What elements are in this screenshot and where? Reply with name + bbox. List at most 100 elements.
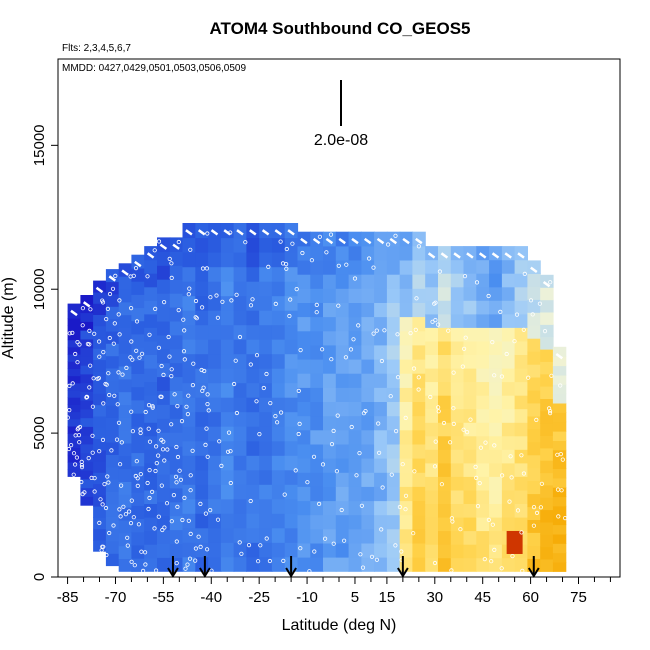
curtain-cell	[552, 346, 567, 357]
curtain-cell	[259, 295, 273, 311]
curtain-cell	[514, 313, 528, 328]
curtain-cell	[80, 303, 94, 314]
curtain-cell	[374, 429, 388, 445]
observation-point	[474, 280, 480, 285]
curtain-cell	[284, 252, 299, 268]
curtain-cell	[144, 449, 158, 464]
curtain-cell	[93, 382, 107, 394]
curtain-cell	[144, 273, 158, 288]
observation-point	[159, 437, 164, 442]
curtain-cell	[284, 368, 299, 384]
curtain-cell	[412, 500, 426, 516]
curtain-cell	[527, 441, 541, 456]
observation-point	[498, 309, 503, 314]
curtain-cell	[425, 408, 439, 423]
curtain-cell	[118, 366, 133, 380]
curtain-cell	[310, 245, 324, 261]
observation-point	[531, 504, 537, 510]
observation-point	[79, 459, 84, 464]
curtain-cell	[374, 344, 388, 360]
observation-point	[248, 303, 254, 308]
curtain-cell	[144, 340, 158, 355]
curtain-cell	[208, 252, 222, 268]
curtain-cell	[195, 368, 209, 384]
curtain-cell	[131, 544, 145, 559]
curtain-cell	[335, 387, 350, 402]
observation-point	[194, 316, 199, 321]
curtain-cell	[297, 316, 311, 332]
curtain-cell	[552, 431, 567, 441]
curtain-cell	[540, 348, 554, 362]
curtain-cell	[348, 401, 362, 417]
curtain-cell	[552, 412, 567, 423]
curtain-cell	[105, 318, 120, 332]
observation-point	[257, 431, 262, 437]
observation-point	[188, 531, 193, 537]
curtain-cell	[335, 514, 350, 530]
curtain-cell	[93, 427, 107, 439]
curtain-cell	[169, 348, 184, 364]
observation-point	[70, 330, 75, 335]
observation-point	[143, 562, 148, 567]
observation-point	[182, 357, 187, 362]
observation-point	[76, 432, 82, 438]
observation-point	[107, 530, 112, 536]
observation-point	[146, 426, 151, 431]
curtain-cell	[208, 498, 222, 514]
curtain-cell	[105, 516, 120, 530]
curtain-cell	[157, 251, 171, 266]
curtain-cell	[233, 411, 247, 427]
observation-point	[100, 300, 106, 305]
curtain-cell	[271, 382, 286, 398]
x-tick-label: 45	[474, 589, 491, 606]
curtain-cell	[463, 517, 477, 532]
curtain-cell	[514, 476, 528, 491]
curtain-cell	[157, 557, 171, 572]
curtain-cell	[501, 246, 516, 261]
curtain-cell	[80, 373, 94, 384]
curtain-cell	[259, 426, 273, 442]
curtain-cell	[169, 237, 184, 252]
x-tick-label: -85	[57, 589, 79, 606]
observation-point	[205, 547, 210, 552]
curtain-cell	[182, 469, 196, 485]
observation-point	[547, 408, 553, 414]
curtain-cell	[246, 397, 260, 413]
curtain-cell	[489, 286, 503, 301]
curtain-cell	[80, 470, 94, 480]
flight-track-segment	[466, 252, 474, 259]
curtain-cell	[80, 338, 94, 349]
observation-point	[336, 303, 341, 308]
curtain-cell	[476, 422, 490, 437]
x-tick-label: -55	[153, 589, 175, 606]
curtain-cell	[131, 413, 145, 427]
observation-point	[416, 387, 421, 392]
observation-point	[483, 440, 488, 445]
observation-point	[366, 256, 372, 261]
curtain-cell	[399, 330, 414, 346]
curtain-cell	[323, 245, 337, 261]
curtain-cell	[348, 415, 362, 431]
curtain-cell	[552, 356, 567, 367]
curtain-cell	[271, 223, 286, 239]
flight-track-segment	[376, 237, 385, 245]
curtain-cell	[105, 293, 120, 307]
curtain-cell	[284, 440, 299, 456]
curtain-cell	[157, 376, 171, 391]
curtain-cell	[476, 246, 490, 261]
observation-point	[482, 556, 487, 562]
observation-point	[274, 420, 280, 425]
observation-point	[166, 334, 171, 340]
observation-point	[547, 410, 553, 416]
curtain-cell	[476, 381, 490, 396]
curtain-cell	[374, 245, 388, 261]
curtain-cell	[348, 231, 362, 247]
observation-point	[174, 539, 179, 544]
observation-point	[127, 509, 132, 514]
curtain-column	[259, 223, 273, 572]
observation-point	[214, 293, 219, 298]
curtain-cell	[386, 373, 401, 388]
flight-track-segment	[530, 266, 538, 274]
curtain-cell	[450, 489, 465, 504]
curtain-cell	[412, 245, 426, 261]
